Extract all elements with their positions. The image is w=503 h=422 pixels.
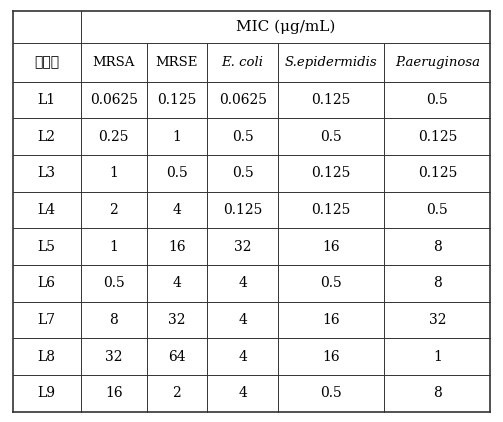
Text: 8: 8 bbox=[433, 240, 442, 254]
Text: 32: 32 bbox=[105, 349, 122, 364]
Text: 0.5: 0.5 bbox=[232, 130, 254, 143]
Text: L2: L2 bbox=[38, 130, 56, 143]
Text: 2: 2 bbox=[109, 203, 118, 217]
Text: 0.25: 0.25 bbox=[99, 130, 129, 143]
Text: 0.5: 0.5 bbox=[320, 386, 342, 400]
Text: 0.125: 0.125 bbox=[311, 203, 351, 217]
Text: 1: 1 bbox=[173, 130, 182, 143]
Text: 0.5: 0.5 bbox=[427, 93, 448, 107]
Text: 1: 1 bbox=[433, 349, 442, 364]
Text: 32: 32 bbox=[234, 240, 252, 254]
Text: E. coli: E. coli bbox=[222, 56, 264, 69]
Text: 4: 4 bbox=[173, 203, 182, 217]
Text: 0.125: 0.125 bbox=[223, 203, 263, 217]
Text: MRSE: MRSE bbox=[156, 56, 198, 69]
Text: L1: L1 bbox=[38, 93, 56, 107]
Text: L5: L5 bbox=[38, 240, 56, 254]
Text: 16: 16 bbox=[322, 240, 340, 254]
Text: 0.5: 0.5 bbox=[232, 166, 254, 180]
Text: 4: 4 bbox=[238, 313, 247, 327]
Text: MIC (μg/mL): MIC (μg/mL) bbox=[236, 20, 336, 34]
Text: 0.125: 0.125 bbox=[311, 166, 351, 180]
Text: S.epidermidis: S.epidermidis bbox=[285, 56, 377, 69]
Text: 32: 32 bbox=[168, 313, 186, 327]
Text: 0.5: 0.5 bbox=[427, 203, 448, 217]
Text: 0.125: 0.125 bbox=[311, 93, 351, 107]
Text: 0.5: 0.5 bbox=[166, 166, 188, 180]
Text: 1: 1 bbox=[109, 240, 118, 254]
Text: 2: 2 bbox=[173, 386, 181, 400]
Text: 0.5: 0.5 bbox=[320, 276, 342, 290]
Text: 64: 64 bbox=[168, 349, 186, 364]
Text: L3: L3 bbox=[38, 166, 56, 180]
Text: 4: 4 bbox=[238, 386, 247, 400]
Text: 16: 16 bbox=[105, 386, 123, 400]
Text: MRSA: MRSA bbox=[93, 56, 135, 69]
Text: 0.125: 0.125 bbox=[417, 166, 457, 180]
Text: 0.0625: 0.0625 bbox=[90, 93, 138, 107]
Text: 0.125: 0.125 bbox=[157, 93, 197, 107]
Text: 16: 16 bbox=[322, 349, 340, 364]
Text: L9: L9 bbox=[38, 386, 56, 400]
Text: L7: L7 bbox=[38, 313, 56, 327]
Text: 0.5: 0.5 bbox=[320, 130, 342, 143]
Text: P.aeruginosa: P.aeruginosa bbox=[395, 56, 480, 69]
Text: L6: L6 bbox=[38, 276, 56, 290]
Text: 0.125: 0.125 bbox=[417, 130, 457, 143]
Text: 16: 16 bbox=[168, 240, 186, 254]
Text: 化合物: 化合物 bbox=[34, 55, 59, 70]
Text: L4: L4 bbox=[38, 203, 56, 217]
Text: 32: 32 bbox=[429, 313, 446, 327]
Text: L8: L8 bbox=[38, 349, 56, 364]
Text: 8: 8 bbox=[109, 313, 118, 327]
Text: 0.5: 0.5 bbox=[103, 276, 125, 290]
Text: 8: 8 bbox=[433, 386, 442, 400]
Text: 4: 4 bbox=[173, 276, 182, 290]
Text: 4: 4 bbox=[238, 349, 247, 364]
Text: 4: 4 bbox=[238, 276, 247, 290]
Text: 8: 8 bbox=[433, 276, 442, 290]
Text: 0.0625: 0.0625 bbox=[219, 93, 267, 107]
Text: 1: 1 bbox=[109, 166, 118, 180]
Text: 16: 16 bbox=[322, 313, 340, 327]
